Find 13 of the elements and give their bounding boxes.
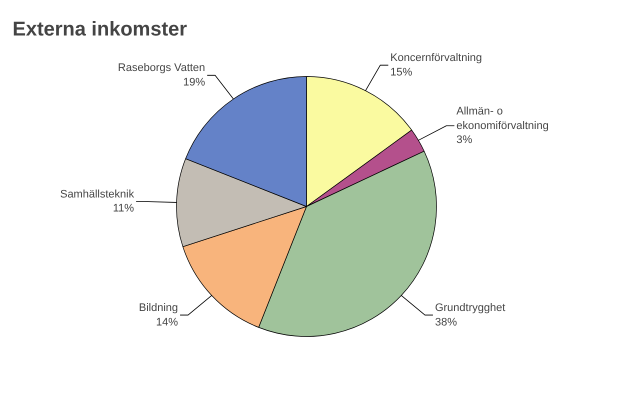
slice-label: Samhällsteknik xyxy=(60,188,135,200)
slice-label: Grundtrygghet xyxy=(434,302,506,314)
slice-label: Allmän- o ekonomiförvaltning xyxy=(456,105,549,132)
slice-label: Koncernförvaltning xyxy=(390,52,482,64)
data-label: 3% xyxy=(456,134,472,146)
chart-title: Externa inkomster xyxy=(12,18,188,40)
data-label: 15% xyxy=(390,66,413,78)
data-label: 14% xyxy=(156,316,178,328)
data-label: 11% xyxy=(112,202,134,215)
data-label: 38% xyxy=(434,316,458,328)
slice-label: Raseborgs Vatten xyxy=(118,62,206,74)
data-label: 19% xyxy=(183,76,206,89)
slice-label: Bildning xyxy=(138,302,178,314)
